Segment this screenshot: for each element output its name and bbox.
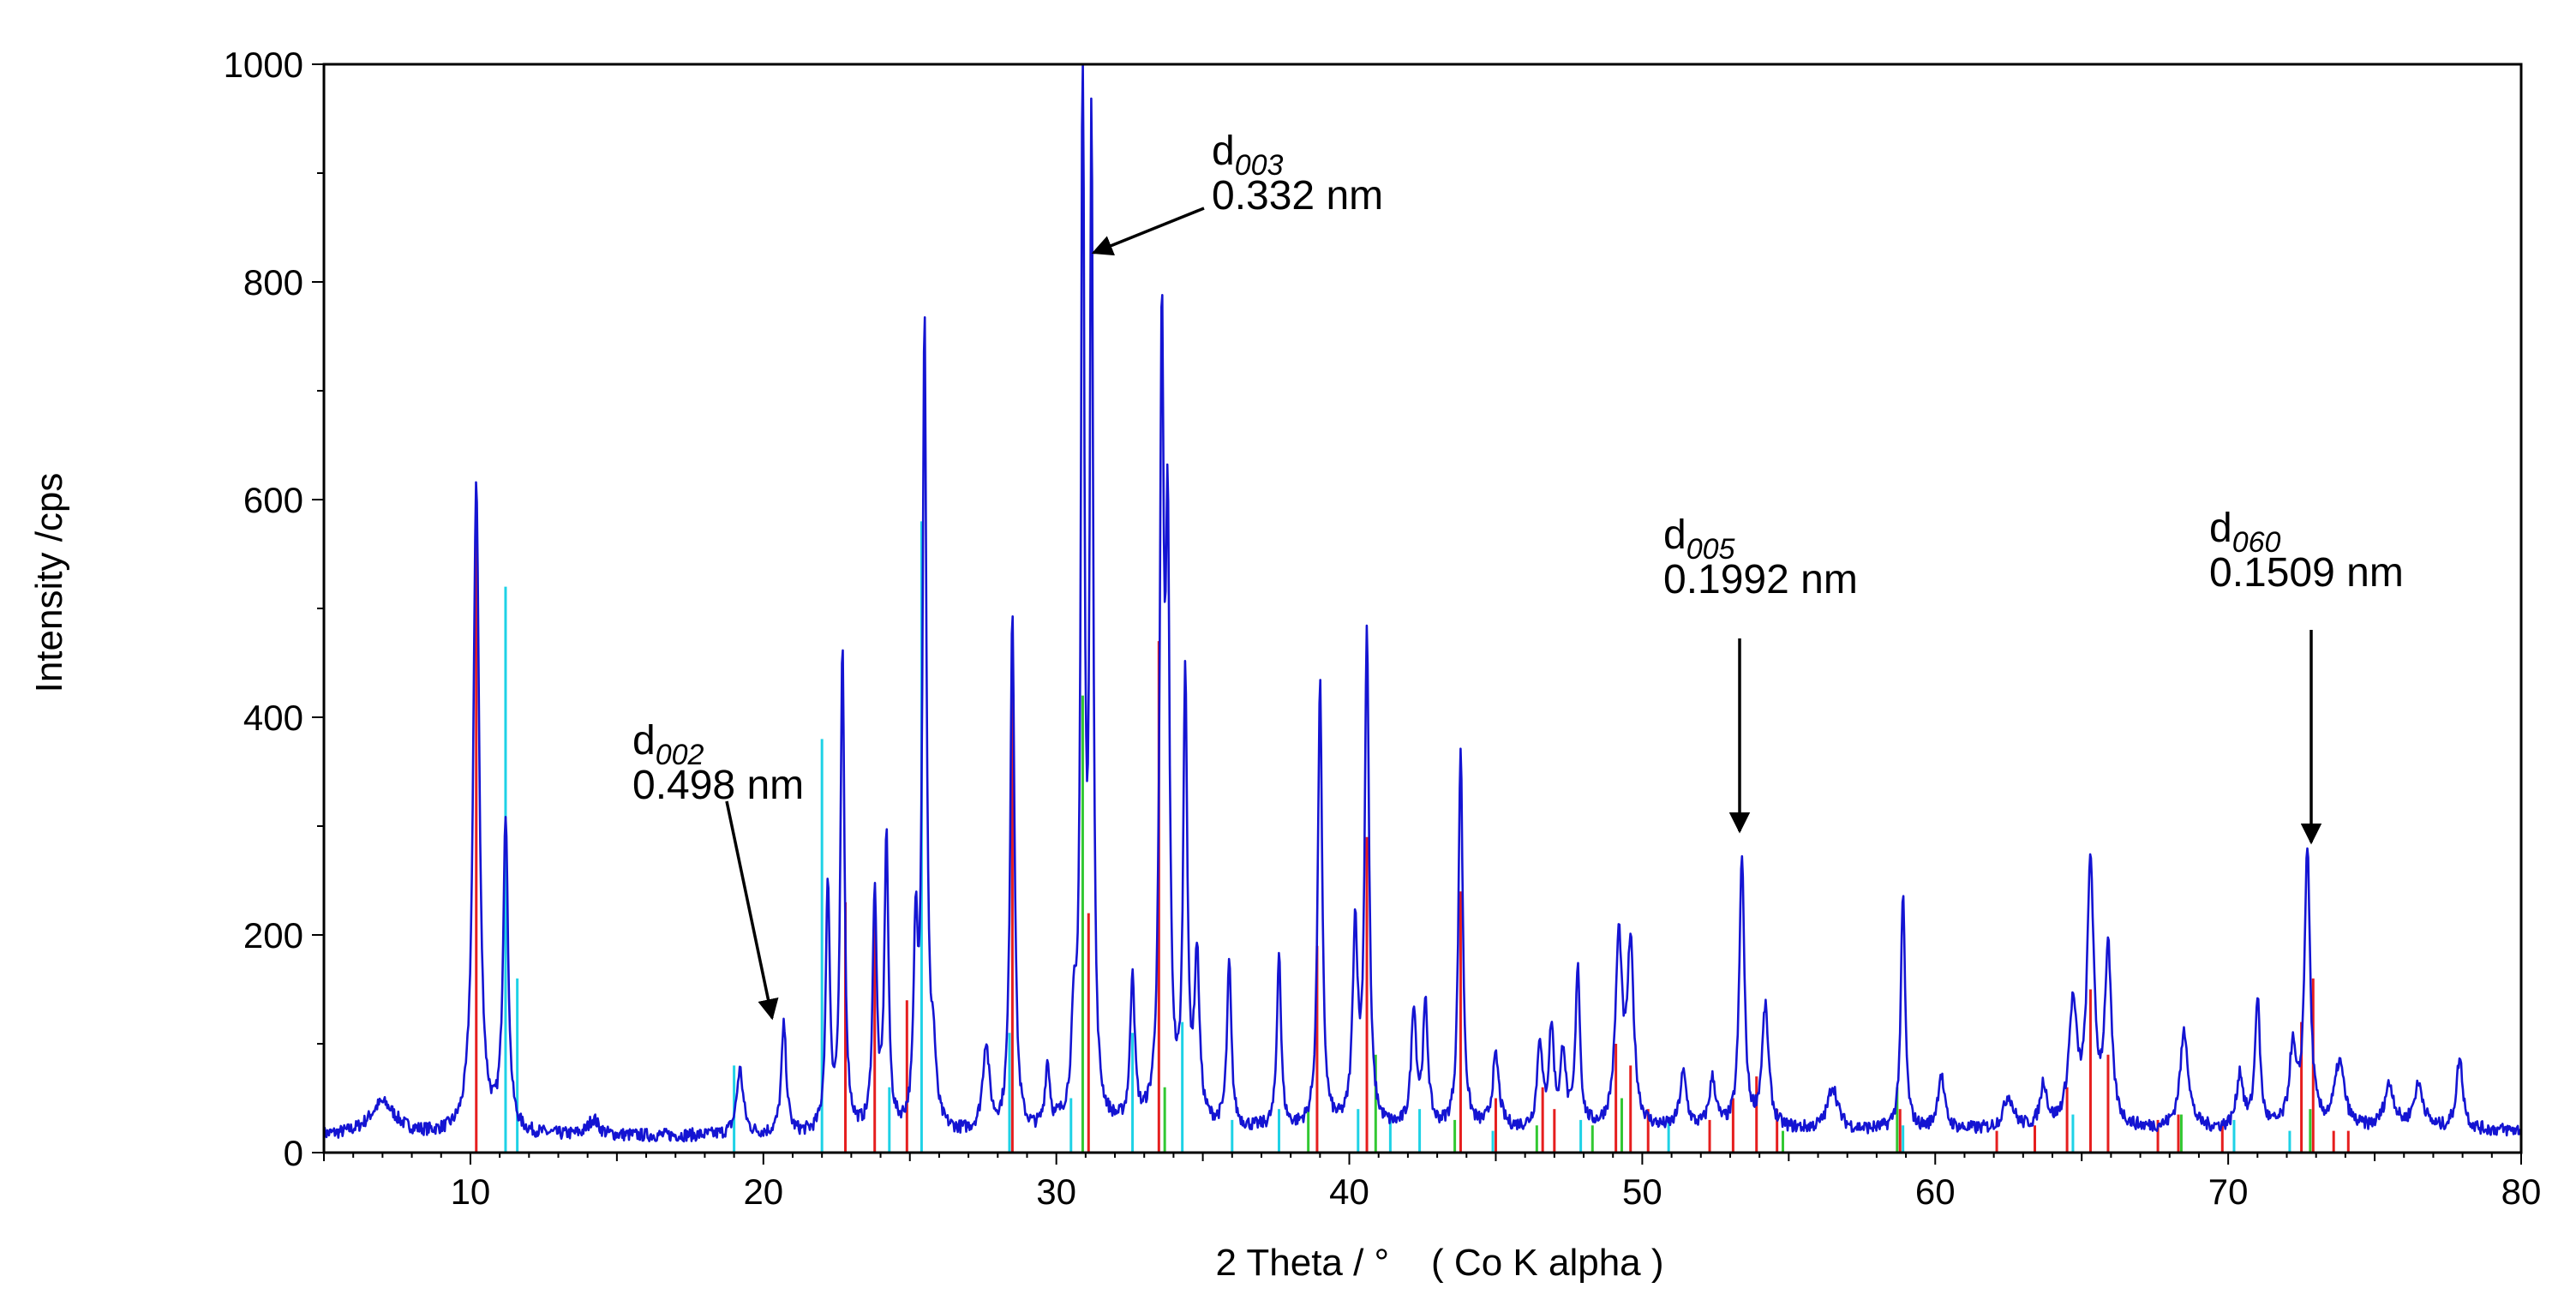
x-axis-title: 2 Theta / ° ( Co K alpha ): [1215, 1242, 1663, 1284]
annotation-label: d060: [2209, 506, 2281, 559]
measured-pattern-line: [322, 63, 2522, 1143]
annotation-label: d002: [632, 718, 704, 771]
y-tick-label: 200: [243, 915, 303, 956]
y-tick-label: 1000: [224, 45, 303, 85]
y-tick-label: 800: [243, 262, 303, 303]
x-tick-label: 20: [743, 1171, 783, 1212]
x-axis-ticks: 10 20 30 40 50 60 70 80: [323, 1153, 2542, 1212]
annotation-value: 0.332 nm: [1212, 173, 1383, 219]
x-tick-label: 50: [1622, 1171, 1662, 1212]
x-tick-label: 40: [1329, 1171, 1369, 1212]
annotation-label: d003: [1212, 129, 1284, 182]
annotation-value: 0.1509 nm: [2209, 550, 2404, 596]
x-tick-label: 60: [1915, 1171, 1956, 1212]
x-tick-label: 30: [1036, 1171, 1076, 1212]
annotation-value: 0.498 nm: [632, 763, 804, 808]
y-tick-label: 400: [243, 698, 303, 738]
annotation-label: d005: [1663, 512, 1735, 566]
y-tick-label: 0: [284, 1133, 303, 1173]
annotation-value: 0.1992 nm: [1663, 557, 1858, 602]
y-axis-ticks: 0 200 400 600 800 1000: [224, 45, 324, 1173]
x-tick-label: 80: [2501, 1171, 2542, 1212]
x-tick-label: 70: [2208, 1171, 2249, 1212]
annotation-arrow: [1091, 207, 1205, 256]
y-tick-label: 600: [243, 480, 303, 520]
y-axis-title: Intensity /cps: [28, 473, 70, 693]
x-tick-label: 10: [451, 1171, 491, 1212]
annotation-arrow: [725, 800, 779, 1021]
